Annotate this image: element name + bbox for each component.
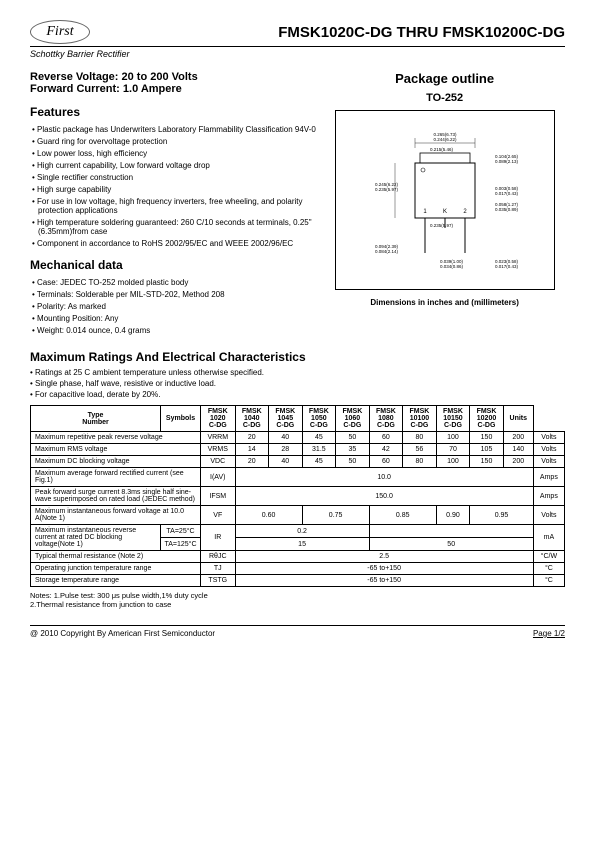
package-heading: Package outline [395,71,494,86]
feature-item: Plastic package has Underwriters Laborat… [32,125,324,134]
table-header: Symbols [161,406,201,432]
svg-text:0.035(0.89): 0.035(0.89) [495,207,519,212]
row-label: Maximum instantaneous reverse current at… [31,525,161,551]
table-header: FMSK1060C-DG [336,406,370,432]
svg-text:0.235(5.97): 0.235(5.97) [375,187,399,192]
svg-text:1: 1 [423,209,427,215]
rating-note: • Single phase, half wave, resistive or … [30,379,565,388]
row-label: Maximum DC blocking voltage [31,456,201,468]
table-header: FMSK10200C-DG [470,406,504,432]
row-label: Typical thermal resistance (Note 2) [31,551,201,563]
svg-text:2: 2 [463,209,467,215]
table-header: FMSK1080C-DG [369,406,403,432]
mechanical-item: Weight: 0.014 ounce, 0.4 grams [32,326,324,335]
feature-item: High surge capability [32,185,324,194]
svg-text:0.089(2.13): 0.089(2.13) [495,159,519,164]
svg-text:0.244(6.22): 0.244(6.22) [433,137,457,142]
row-label: Maximum instantaneous forward voltage at… [31,506,201,525]
table-header: TypeNumber [31,406,161,432]
feature-item: For use in low voltage, high frequency i… [32,197,324,215]
feature-item: High temperature soldering guaranteed: 2… [32,218,324,236]
features-list: Plastic package has Underwriters Laborat… [30,125,324,248]
mechanical-item: Terminals: Solderable per MIL-STD-202, M… [32,290,324,299]
ratings-table: TypeNumberSymbolsFMSK1020C-DGFMSK1040C-D… [30,405,565,587]
table-header: FMSK1040C-DG [235,406,269,432]
rating-note: • For capacitive load, derate by 20%. [30,390,565,399]
main-title: FMSK1020C-DG THRU FMSK10200C-DG [278,24,565,41]
dimensions-caption: Dimensions in inches and (millimeters) [370,298,518,307]
svg-text:0.084(2.14): 0.084(2.14) [375,249,399,254]
header: First FMSK1020C-DG THRU FMSK10200C-DG [30,20,565,47]
table-header: FMSK10150C-DG [436,406,470,432]
svg-text:0.017(0.43): 0.017(0.43) [495,264,519,269]
feature-item: Single rectifier construction [32,173,324,182]
mechanical-item: Case: JEDEC TO-252 molded plastic body [32,278,324,287]
page-number: Page 1/2 [533,629,565,638]
mechanical-item: Polarity: As marked [32,302,324,311]
row-label: Maximum RMS voltage [31,444,201,456]
table-header: FMSK1020C-DG [201,406,236,432]
table-header: FMSK10100C-DG [403,406,437,432]
feature-item: High current capability, Low forward vol… [32,161,324,170]
row-label: Operating junction temperature range [31,563,201,575]
forward-current: Forward Current: 1.0 Ampere [30,83,324,95]
notes-below: Notes: 1.Pulse test: 300 μs pulse width,… [30,591,565,609]
row-label: Maximum repetitive peak reverse voltage [31,432,201,444]
svg-text:0.034(0.86): 0.034(0.86) [440,264,464,269]
package-diagram: 1 K 2 0.265(6.73) 0.244(6.22) 0.245(6.22… [335,110,555,290]
svg-text:0.235(5.97): 0.235(5.97) [430,223,454,228]
feature-item: Component in accordance to RoHS 2002/95/… [32,239,324,248]
svg-text:0.215(5.46): 0.215(5.46) [430,147,454,152]
ratings-title: Maximum Ratings And Electrical Character… [30,350,565,364]
logo: First [30,20,90,44]
svg-text:0.017(0.43): 0.017(0.43) [495,191,519,196]
svg-text:K: K [443,209,447,215]
feature-item: Low power loss, high efficiency [32,149,324,158]
row-label: Maximum average forward rectified curren… [31,468,201,487]
table-header: Units [503,406,533,432]
subtitle: Schottky Barrier Rectifier [30,49,565,59]
feature-item: Guard ring for overvoltage protection [32,137,324,146]
table-header: FMSK1050C-DG [302,406,336,432]
rating-note: • Ratings at 25 C ambient temperature un… [30,368,565,377]
row-label: Peak forward surge current 8.3ms single … [31,487,201,506]
copyright: @ 2010 Copyright By American First Semic… [30,629,215,638]
package-subheading: TO-252 [426,92,463,104]
table-header: FMSK1045C-DG [269,406,303,432]
mechanical-list: Case: JEDEC TO-252 molded plastic body Te… [30,278,324,335]
mechanical-item: Mounting Position: Any [32,314,324,323]
mechanical-heading: Mechanical data [30,258,324,272]
reverse-voltage: Reverse Voltage: 20 to 200 Volts [30,71,324,83]
row-label: Storage temperature range [31,575,201,587]
features-heading: Features [30,105,324,119]
